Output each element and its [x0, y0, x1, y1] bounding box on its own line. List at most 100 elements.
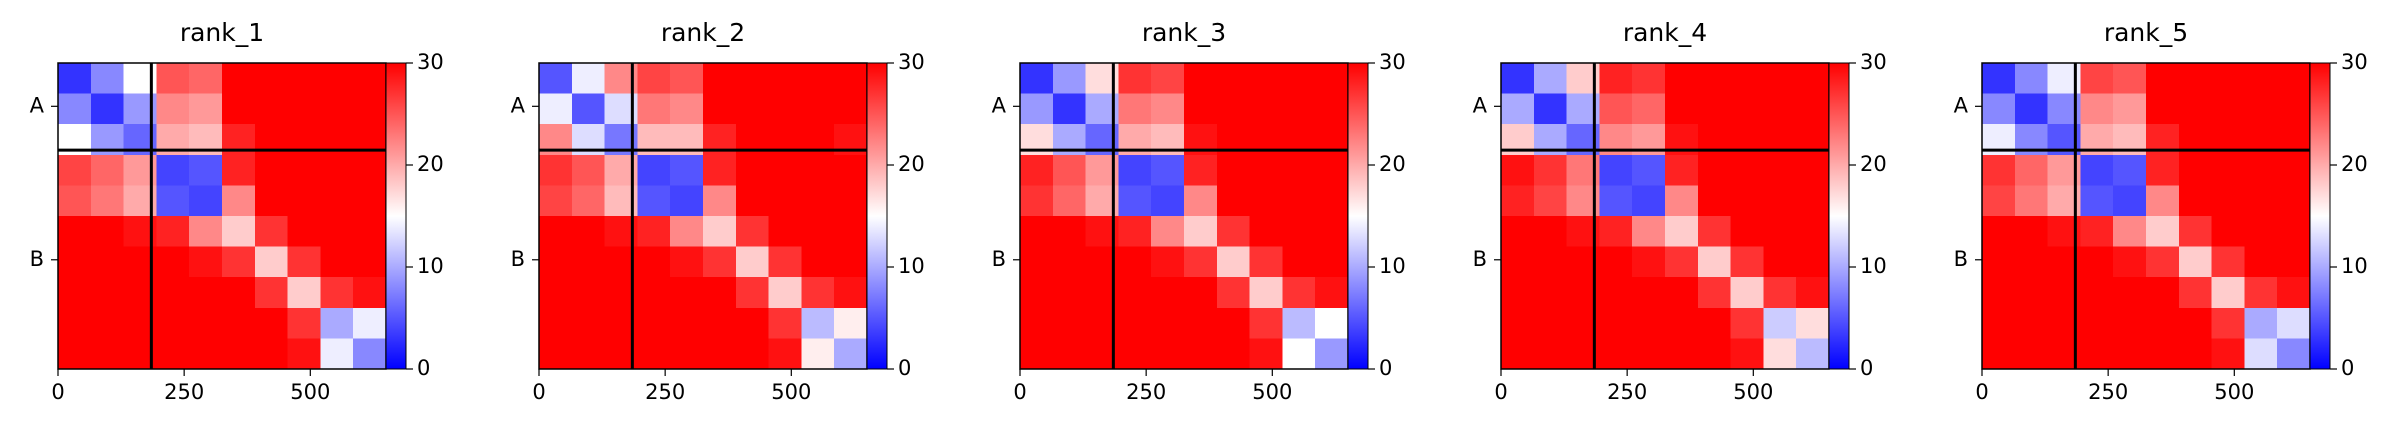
- heatmap-cell: [1315, 63, 1349, 95]
- heatmap-cell: [2211, 338, 2245, 370]
- heatmap-cell: [1730, 277, 1764, 309]
- heatmap-cell: [1052, 338, 1087, 370]
- heatmap-cell: [1282, 277, 1316, 309]
- heatmap-cell: [2146, 338, 2180, 370]
- heatmap-cell: [1599, 63, 1633, 95]
- heatmap-cell: [834, 246, 868, 278]
- heatmap-cell: [1282, 216, 1316, 248]
- heatmap-cell: [1184, 93, 1218, 125]
- heatmap-cell: [2244, 63, 2278, 95]
- panel: rank_2 0 250 500 A B 0 10 20 30: [511, 18, 925, 404]
- heatmap-cell: [1763, 154, 1797, 186]
- heatmap-cell: [1151, 154, 1185, 186]
- heatmap-cell: [2244, 338, 2278, 370]
- heatmap-cell: [1632, 246, 1666, 278]
- heatmap-cell: [1501, 246, 1535, 278]
- heatmap-cell: [539, 185, 573, 217]
- colorbar-tick-label: 30: [2341, 50, 2368, 74]
- heatmap-cell: [254, 277, 289, 309]
- colorbar: [385, 62, 407, 370]
- heatmap-cell: [670, 277, 704, 309]
- heatmap-cell: [1697, 185, 1732, 217]
- heatmap-cell: [735, 307, 770, 339]
- heatmap-cell: [2146, 185, 2180, 217]
- heatmap-cell: [1118, 63, 1152, 95]
- heatmap-cell: [1184, 246, 1218, 278]
- heatmap-cell: [2113, 93, 2147, 125]
- heatmap-cell: [637, 277, 671, 309]
- heatmap-cell: [735, 216, 770, 248]
- heatmap-cell: [1020, 338, 1054, 370]
- heatmap-cell: [353, 338, 387, 370]
- heatmap-cell: [353, 277, 387, 309]
- heatmap-cell: [353, 63, 387, 95]
- heatmap-cell: [58, 154, 92, 186]
- heatmap-cell: [2113, 307, 2147, 339]
- heatmap-cell: [2080, 185, 2114, 217]
- heatmap-cell: [2146, 93, 2180, 125]
- heatmap-cell: [1216, 154, 1251, 186]
- heatmap-cell: [1632, 277, 1666, 309]
- heatmap-cell: [2014, 63, 2049, 95]
- heatmap-cell: [2277, 246, 2311, 278]
- heatmap-cell: [1796, 307, 1830, 339]
- heatmap-cell: [1501, 216, 1535, 248]
- heatmap-cell: [1665, 338, 1699, 370]
- heatmap-cell: [90, 307, 125, 339]
- heatmap-cell: [320, 216, 354, 248]
- heatmap-cell: [222, 93, 256, 125]
- heatmap-cell: [637, 63, 671, 95]
- heatmap-cell: [2080, 307, 2114, 339]
- heatmap-cell: [1665, 154, 1699, 186]
- heatmap-cell: [189, 63, 223, 95]
- heatmap-cell: [287, 93, 321, 125]
- heatmap-cell: [189, 185, 223, 217]
- heatmap-cell: [2277, 307, 2311, 339]
- heatmap-cell: [156, 154, 190, 186]
- heatmap-cell: [222, 185, 256, 217]
- y-tick-label: A: [1954, 93, 1969, 117]
- heatmap-cell: [1118, 246, 1152, 278]
- heatmap-cell: [1763, 63, 1797, 95]
- heatmap-cell: [1216, 93, 1251, 125]
- heatmap-cell: [2211, 277, 2245, 309]
- heatmap-cell: [1052, 216, 1087, 248]
- y-tick-label: B: [30, 247, 44, 271]
- heatmap-cell: [2014, 185, 2049, 217]
- heatmap-cell: [670, 93, 704, 125]
- heatmap-cell: [1632, 185, 1666, 217]
- heatmap-cell: [2211, 216, 2245, 248]
- heatmap-cell: [2277, 154, 2311, 186]
- heatmap-cell: [287, 185, 321, 217]
- heatmap-cell: [1697, 307, 1732, 339]
- heatmap-cell: [1697, 63, 1732, 95]
- heatmap-cell: [735, 338, 770, 370]
- panel: rank_4 0 250 500 A B 0 10 20 30: [1473, 18, 1887, 404]
- colorbar-tick-label: 20: [1860, 152, 1887, 176]
- colorbar-tick-label: 10: [1379, 254, 1406, 278]
- heatmap-cell: [2146, 63, 2180, 95]
- heatmap-cell: [320, 338, 354, 370]
- x-tick-label: 500: [1733, 380, 1773, 404]
- x-tick-label: 250: [1126, 380, 1166, 404]
- heatmap-cell: [1632, 216, 1666, 248]
- colorbar: [1828, 62, 1850, 370]
- heatmap-cell: [2211, 63, 2245, 95]
- heatmap-cell: [1982, 338, 2016, 370]
- heatmap-cell: [571, 154, 606, 186]
- colorbar-tick-label: 20: [417, 152, 444, 176]
- heatmap-cell: [1730, 246, 1764, 278]
- colorbar-tick-label: 0: [2341, 356, 2354, 380]
- x-tick-label: 0: [1494, 380, 1507, 404]
- heatmap-cell: [2244, 277, 2278, 309]
- heatmap-cell: [2113, 246, 2147, 278]
- heatmap-cell: [2277, 277, 2311, 309]
- colorbar-tick-label: 30: [417, 50, 444, 74]
- heatmap-cell: [571, 63, 606, 95]
- heatmap-cell: [834, 216, 868, 248]
- heatmap-cell: [2014, 93, 2049, 125]
- heatmap-cell: [1020, 307, 1054, 339]
- heatmap-cell: [1796, 216, 1830, 248]
- heatmap-cell: [637, 154, 671, 186]
- heatmap-cell: [189, 93, 223, 125]
